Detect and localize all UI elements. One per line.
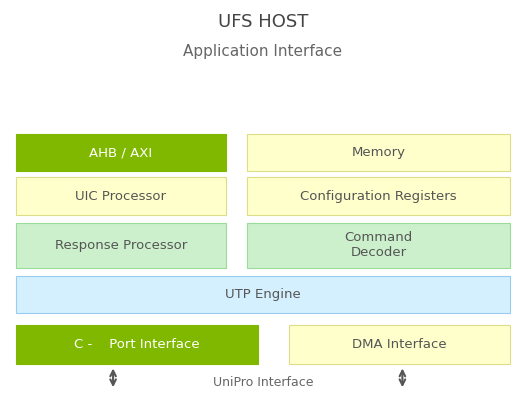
FancyBboxPatch shape — [16, 223, 226, 268]
FancyBboxPatch shape — [247, 134, 510, 171]
Text: Response Processor: Response Processor — [55, 239, 187, 252]
Text: Application Interface: Application Interface — [184, 44, 342, 59]
Text: UniPro Interface: UniPro Interface — [213, 376, 313, 388]
FancyBboxPatch shape — [247, 223, 510, 268]
FancyBboxPatch shape — [16, 325, 258, 364]
FancyBboxPatch shape — [289, 325, 510, 364]
Text: UTP Engine: UTP Engine — [225, 288, 301, 301]
Text: Command
Decoder: Command Decoder — [345, 231, 413, 259]
Text: Configuration Registers: Configuration Registers — [300, 190, 457, 203]
Text: AHB / AXI: AHB / AXI — [89, 146, 153, 159]
FancyBboxPatch shape — [16, 276, 510, 313]
FancyBboxPatch shape — [16, 134, 226, 171]
Text: UFS HOST: UFS HOST — [218, 13, 308, 31]
FancyBboxPatch shape — [247, 177, 510, 215]
Text: UIC Processor: UIC Processor — [75, 190, 167, 203]
FancyBboxPatch shape — [16, 177, 226, 215]
Text: Memory: Memory — [352, 146, 406, 159]
Text: C -    Port Interface: C - Port Interface — [74, 338, 199, 351]
Text: DMA Interface: DMA Interface — [352, 338, 447, 351]
